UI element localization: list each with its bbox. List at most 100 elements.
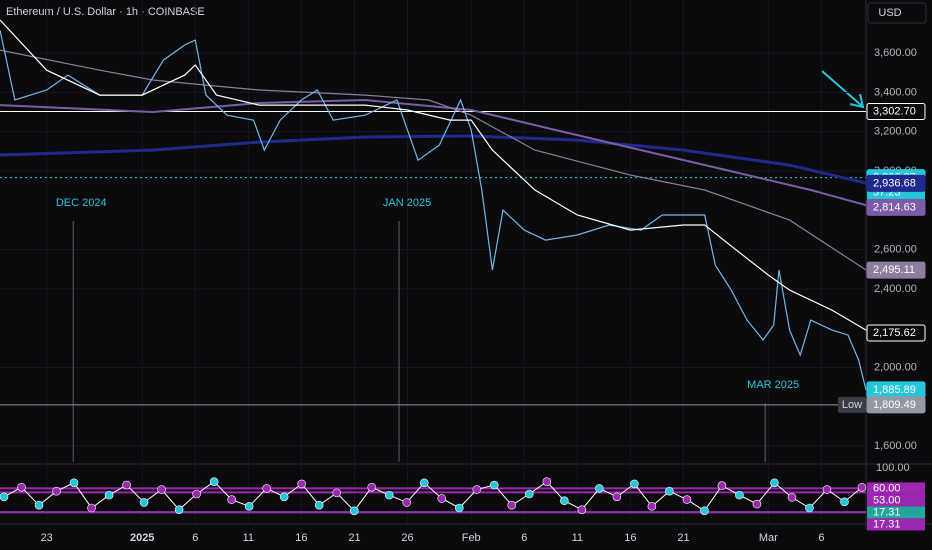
level-label-box bbox=[867, 506, 925, 519]
price-label-box bbox=[866, 324, 926, 342]
indicator-dot bbox=[174, 505, 184, 514]
x-tick-label: 21 bbox=[348, 532, 360, 544]
indicator-dot bbox=[857, 482, 867, 492]
indicator-dot bbox=[402, 498, 412, 507]
indicator-dot bbox=[560, 496, 569, 506]
x-tick-label: 21 bbox=[677, 532, 689, 544]
indicator-dot bbox=[192, 489, 201, 499]
y-tick-label: 2,600.00 bbox=[874, 243, 917, 255]
price-label: 2,495.11 bbox=[873, 264, 915, 276]
price-label-box bbox=[866, 396, 926, 414]
x-tick-label: 6 bbox=[192, 532, 198, 544]
indicator-dot bbox=[454, 503, 464, 513]
level-label: 60.00 bbox=[873, 482, 901, 494]
indicator-dot bbox=[157, 485, 166, 494]
indicator-dot bbox=[665, 486, 674, 496]
indicator-dot bbox=[122, 480, 131, 490]
price-label-box bbox=[866, 174, 926, 192]
price-label: 1,809.49 bbox=[873, 399, 916, 411]
price-label: 2,175.62 bbox=[873, 327, 916, 339]
indicator-dot bbox=[700, 506, 709, 516]
series-line bbox=[0, 134, 867, 185]
indicator-dot bbox=[805, 503, 814, 513]
indicator-dot bbox=[735, 490, 744, 500]
indicator-dot bbox=[419, 478, 429, 488]
indicator-dot bbox=[297, 479, 306, 489]
x-tick-label: 26 bbox=[401, 532, 413, 544]
indicator-dot bbox=[349, 506, 359, 516]
indicator-dot bbox=[367, 482, 377, 492]
indicator-dot bbox=[682, 495, 692, 504]
indicator-dot bbox=[472, 485, 482, 494]
indicator-dot bbox=[595, 484, 604, 493]
annotation: MAR 2025 bbox=[747, 379, 799, 391]
indicator-dot bbox=[69, 478, 79, 488]
indicator-dot bbox=[244, 502, 254, 511]
x-tick-label: 2025 bbox=[130, 532, 154, 544]
y-tick-label: 2,000.00 bbox=[874, 361, 917, 373]
indicator-dot bbox=[314, 500, 324, 510]
series-line bbox=[0, 29, 867, 391]
y-tick-label: 2,400.00 bbox=[874, 283, 917, 295]
price-label-box bbox=[866, 261, 926, 279]
indicator-dot bbox=[612, 492, 622, 502]
indicator-dot bbox=[332, 488, 341, 498]
indicator-dot bbox=[822, 485, 832, 494]
indicator-dot bbox=[437, 494, 447, 503]
price-label: 3,302.70 bbox=[873, 105, 916, 117]
indicator-dot bbox=[770, 478, 779, 488]
indicator-dot bbox=[630, 479, 639, 489]
indicator-tick-label: 100.00 bbox=[876, 462, 910, 474]
x-tick-label: 6 bbox=[521, 532, 527, 544]
price-label: 2,814.63 bbox=[873, 201, 916, 213]
indicator-dot bbox=[139, 498, 149, 507]
level-label-box bbox=[867, 518, 925, 531]
series-line bbox=[0, 98, 867, 207]
indicator-dot bbox=[647, 502, 657, 511]
level-label: 53.00 bbox=[873, 494, 901, 506]
indicator-dot bbox=[279, 492, 289, 502]
level-label-box bbox=[867, 494, 925, 507]
indicator-dot bbox=[227, 495, 236, 504]
y-tick-label: 1,600.00 bbox=[874, 440, 917, 452]
chart-title: Ethereum / U.S. Dollar · 1h · COINBASE bbox=[6, 6, 205, 18]
indicator-dot bbox=[87, 503, 96, 513]
indicator-dot bbox=[577, 505, 587, 514]
currency[interactable]: USD bbox=[878, 7, 901, 19]
indicator-dot bbox=[840, 497, 849, 507]
series-line bbox=[0, 19, 867, 331]
price-label: 2,936.68 bbox=[873, 177, 916, 189]
indicator-dot bbox=[489, 480, 499, 490]
indicator-dot bbox=[752, 499, 762, 509]
indicator-dot bbox=[104, 490, 114, 500]
indicator-dot bbox=[507, 500, 517, 510]
level-label-box bbox=[867, 482, 925, 495]
indicator-dot bbox=[717, 481, 727, 490]
indicator-dot bbox=[209, 477, 219, 486]
x-tick-label: 11 bbox=[572, 532, 583, 544]
indicator-dot bbox=[52, 486, 61, 496]
price-label-box bbox=[866, 198, 926, 216]
currency-button[interactable] bbox=[867, 2, 927, 24]
price-label: 1,885.89 bbox=[873, 384, 916, 396]
level-label: 17.31 bbox=[873, 506, 901, 518]
x-tick-label: 16 bbox=[295, 532, 307, 544]
y-tick-label: 3,200.00 bbox=[874, 126, 917, 138]
indicator-dot bbox=[525, 489, 534, 499]
indicator-dot bbox=[34, 500, 44, 510]
indicator-dot bbox=[787, 493, 797, 502]
indicator-dot bbox=[0, 492, 9, 502]
indicator-dot bbox=[384, 490, 394, 500]
annotation: DEC 2024 bbox=[56, 197, 107, 209]
y-tick-label: 3,400.00 bbox=[874, 86, 917, 98]
indicator-dot bbox=[542, 477, 552, 486]
x-tick-label: 23 bbox=[41, 532, 53, 544]
arrow bbox=[821, 70, 865, 109]
y-tick-label: 3,600.00 bbox=[874, 47, 917, 59]
x-tick-label: 6 bbox=[818, 532, 824, 544]
x-tick-label: Feb bbox=[462, 532, 481, 544]
indicator-dot bbox=[262, 484, 271, 493]
level-label: 17.31 bbox=[873, 518, 901, 530]
